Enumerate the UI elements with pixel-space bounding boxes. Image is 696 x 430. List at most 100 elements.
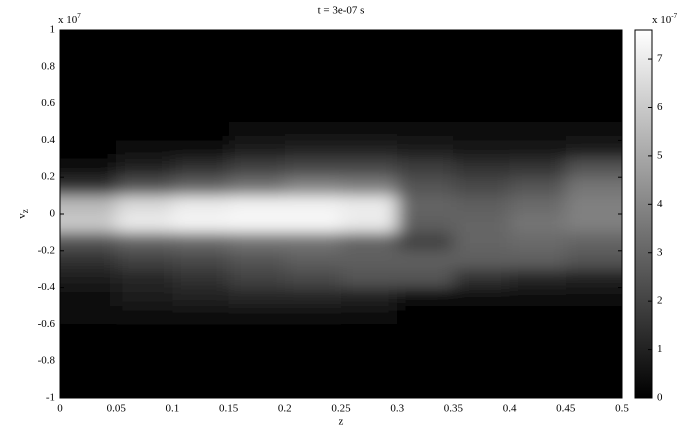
heatmap-cell xyxy=(509,103,567,123)
heatmap-cell xyxy=(565,48,622,68)
heatmap-cell xyxy=(453,48,511,68)
heatmap-cell xyxy=(284,324,342,344)
heatmap-cell xyxy=(172,177,230,197)
heatmap-cell xyxy=(509,158,567,179)
heatmap-cell xyxy=(172,30,230,50)
heatmap-cell xyxy=(565,214,622,234)
heatmap-cell xyxy=(565,287,622,307)
y-tick-label: -0.4 xyxy=(38,281,56,293)
heatmap-cell xyxy=(60,122,118,142)
heatmap-cell xyxy=(509,287,567,307)
heatmap-cell xyxy=(60,269,118,289)
heatmap-cell xyxy=(228,85,286,105)
heatmap-cell xyxy=(60,48,118,68)
heatmap-cell xyxy=(284,140,342,160)
chart-title: t = 3e-07 s xyxy=(318,5,365,17)
heatmap-cell xyxy=(565,140,622,160)
heatmap-cell xyxy=(116,30,174,50)
colorbar-tick-label: 4 xyxy=(657,198,663,210)
heatmap-cell xyxy=(565,30,622,50)
heatmap-cell xyxy=(228,103,286,123)
heatmap-cell xyxy=(565,232,622,252)
heatmap-cell xyxy=(397,30,455,50)
heatmap-cell xyxy=(397,140,455,160)
y-tick-label: 0.8 xyxy=(41,60,55,72)
heatmap-cell xyxy=(284,66,342,87)
heatmap-cell xyxy=(453,195,511,215)
heatmap-cell xyxy=(60,306,118,326)
heatmap-cell xyxy=(341,48,399,68)
heatmap-cell xyxy=(60,177,118,197)
heatmap-cell xyxy=(453,30,511,50)
colorbar-tick-label: 0 xyxy=(657,392,663,404)
heatmap-cell xyxy=(397,361,455,381)
heatmap-cell xyxy=(565,177,622,197)
heatmap-cell xyxy=(172,214,230,234)
heatmap-cell xyxy=(60,232,118,252)
x-tick-label: 0.35 xyxy=(444,403,464,415)
heatmap-cell xyxy=(397,250,455,271)
heatmap-cell xyxy=(172,379,230,398)
heatmap-cell xyxy=(341,122,399,142)
heatmap-cell xyxy=(172,195,230,215)
heatmap-cell xyxy=(397,379,455,398)
heatmap-cell xyxy=(397,195,455,215)
heatmap-cell xyxy=(453,232,511,252)
heatmap-cell xyxy=(172,342,230,363)
colorbar-tick-label: 7 xyxy=(657,53,663,65)
heatmap-cell xyxy=(284,122,342,142)
heatmap-cell xyxy=(228,269,286,289)
heatmap-cell xyxy=(228,361,286,381)
colorbar-tick-label: 2 xyxy=(657,295,663,307)
heatmap-cell xyxy=(60,379,118,398)
heatmap-cell xyxy=(116,122,174,142)
y-tick-label: 0.4 xyxy=(41,134,55,146)
y-tick-label: 0.6 xyxy=(41,97,55,109)
colorbar-tick-label: 5 xyxy=(657,149,663,161)
heatmap-cell xyxy=(453,66,511,87)
heatmap-clip xyxy=(60,30,622,398)
heatmap-cell xyxy=(172,158,230,179)
heatmap-cell xyxy=(284,250,342,271)
heatmap-cell xyxy=(60,195,118,215)
heatmap-cell xyxy=(284,85,342,105)
heatmap-cell xyxy=(228,379,286,398)
y-tick-label: 0.2 xyxy=(41,171,55,183)
heatmap-cell xyxy=(116,342,174,363)
heatmap-cell xyxy=(116,379,174,398)
heatmap-cell xyxy=(453,324,511,344)
x-tick-label: 0.5 xyxy=(615,403,629,415)
heatmap-cell xyxy=(284,269,342,289)
colorbar-multiplier: x 10-7 xyxy=(652,12,678,26)
heatmap-cell xyxy=(453,214,511,234)
heatmap-cell xyxy=(116,232,174,252)
heatmap-cell xyxy=(341,85,399,105)
heatmap-cell xyxy=(116,66,174,87)
heatmap-cell xyxy=(228,195,286,215)
heatmap xyxy=(60,30,622,398)
heatmap-cell xyxy=(509,85,567,105)
heatmap-cell xyxy=(341,66,399,87)
heatmap-cell xyxy=(116,306,174,326)
heatmap-cell xyxy=(228,122,286,142)
heatmap-cell xyxy=(116,85,174,105)
heatmap-cell xyxy=(565,103,622,123)
x-tick-label: 0 xyxy=(57,403,63,415)
heatmap-cell xyxy=(453,103,511,123)
heatmap-cell xyxy=(453,177,511,197)
heatmap-cell xyxy=(341,232,399,252)
heatmap-cell xyxy=(509,342,567,363)
heatmap-cell xyxy=(509,195,567,215)
heatmap-cell xyxy=(453,379,511,398)
y-multiplier-base: x 10 xyxy=(58,14,78,26)
heatmap-cell xyxy=(284,379,342,398)
colorbar-tick-label: 3 xyxy=(657,246,663,258)
y-tick-label: 0 xyxy=(50,208,56,220)
heatmap-cell xyxy=(397,48,455,68)
heatmap-cell xyxy=(565,361,622,381)
heatmap-cell xyxy=(341,306,399,326)
heatmap-cell xyxy=(284,30,342,50)
heatmap-cell xyxy=(341,103,399,123)
heatmap-cell xyxy=(284,177,342,197)
heatmap-cell xyxy=(565,250,622,271)
